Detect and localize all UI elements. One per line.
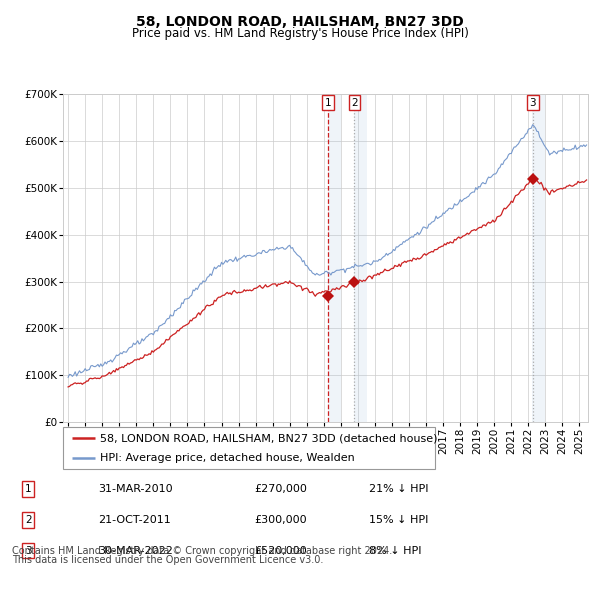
- Text: 3: 3: [25, 546, 31, 556]
- Text: 31-MAR-2010: 31-MAR-2010: [98, 484, 173, 494]
- Text: 21-OCT-2011: 21-OCT-2011: [98, 515, 171, 525]
- Bar: [532, 94, 545, 422]
- Text: 1: 1: [25, 484, 31, 494]
- Text: Price paid vs. HM Land Registry's House Price Index (HPI): Price paid vs. HM Land Registry's House …: [131, 27, 469, 40]
- Text: 8% ↓ HPI: 8% ↓ HPI: [369, 546, 422, 556]
- Text: 1: 1: [325, 98, 331, 107]
- Text: £270,000: £270,000: [254, 484, 307, 494]
- Text: 30-MAR-2022: 30-MAR-2022: [98, 546, 173, 556]
- Text: 3: 3: [529, 98, 536, 107]
- Text: Contains HM Land Registry data © Crown copyright and database right 2024.: Contains HM Land Registry data © Crown c…: [12, 546, 392, 556]
- Bar: [354, 94, 367, 422]
- Text: £520,000: £520,000: [254, 546, 307, 556]
- FancyBboxPatch shape: [63, 427, 435, 469]
- Bar: [328, 94, 341, 422]
- Text: 58, LONDON ROAD, HAILSHAM, BN27 3DD (detached house): 58, LONDON ROAD, HAILSHAM, BN27 3DD (det…: [100, 434, 438, 444]
- Text: 21% ↓ HPI: 21% ↓ HPI: [369, 484, 428, 494]
- Text: 2: 2: [351, 98, 358, 107]
- Text: £300,000: £300,000: [254, 515, 307, 525]
- Text: HPI: Average price, detached house, Wealden: HPI: Average price, detached house, Weal…: [100, 454, 355, 463]
- Text: 15% ↓ HPI: 15% ↓ HPI: [369, 515, 428, 525]
- Text: 2: 2: [25, 515, 31, 525]
- Text: This data is licensed under the Open Government Licence v3.0.: This data is licensed under the Open Gov…: [12, 555, 323, 565]
- Text: 58, LONDON ROAD, HAILSHAM, BN27 3DD: 58, LONDON ROAD, HAILSHAM, BN27 3DD: [136, 15, 464, 29]
